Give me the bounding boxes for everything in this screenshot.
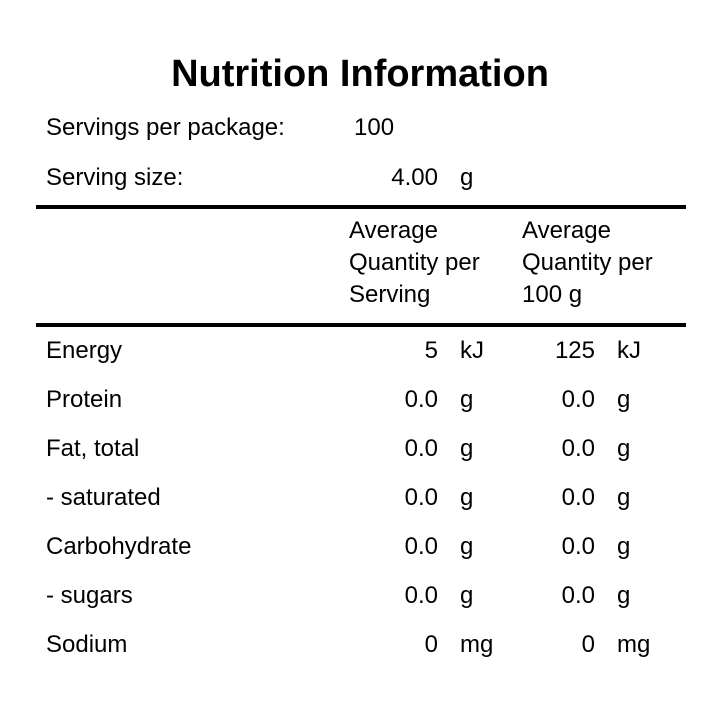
- per-100g-value: 0.0: [561, 582, 595, 609]
- header-divider: [36, 323, 686, 327]
- panel-title: Nutrition Information: [171, 53, 549, 95]
- per-100g-unit: g: [617, 386, 631, 413]
- per-serving-unit: kJ: [460, 337, 484, 364]
- per-100g-unit: mg: [617, 631, 651, 658]
- serving-size-unit: g: [460, 164, 474, 191]
- serving-size-value: 4.00: [391, 164, 438, 191]
- per-serving-value: 5: [424, 337, 438, 364]
- per-100g-value: 0.0: [561, 386, 595, 413]
- column-header-per-100g: Average Quantity per 100 g: [522, 217, 653, 308]
- per-100g-value: 0.0: [561, 484, 595, 511]
- nutrient-name: Fat, total: [46, 435, 140, 462]
- top-divider: [36, 205, 686, 209]
- per-100g-unit: g: [617, 533, 631, 560]
- per-serving-unit: g: [460, 386, 474, 413]
- per-serving-unit: mg: [460, 631, 494, 658]
- per-100g-value: 0.0: [561, 533, 595, 560]
- per-serving-value: 0.0: [404, 435, 438, 462]
- servings-per-package-label: Servings per package:: [46, 114, 285, 141]
- per-100g-value: 0: [581, 631, 595, 658]
- per-serving-unit: g: [460, 484, 474, 511]
- nutrient-name: Protein: [46, 386, 123, 413]
- column-header-per-serving: Average Quantity per Serving: [349, 217, 480, 308]
- nutrient-name: Energy: [46, 337, 123, 364]
- per-100g-unit: g: [617, 582, 631, 609]
- nutrient-name: Carbohydrate: [46, 533, 192, 560]
- serving-size-label: Serving size:: [46, 164, 184, 191]
- per-100g-unit: kJ: [617, 337, 641, 364]
- servings-per-package-value: 100: [354, 114, 395, 141]
- per-serving-value: 0: [424, 631, 438, 658]
- nutrient-name: - saturated: [46, 484, 161, 511]
- per-100g-value: 0.0: [561, 435, 595, 462]
- per-serving-value: 0.0: [404, 582, 438, 609]
- per-100g-unit: g: [617, 435, 631, 462]
- nutrient-name: Sodium: [46, 631, 128, 658]
- per-serving-unit: g: [460, 435, 474, 462]
- per-serving-unit: g: [460, 582, 474, 609]
- per-serving-value: 0.0: [404, 533, 438, 560]
- per-100g-value: 125: [554, 337, 595, 364]
- nutrient-name: - sugars: [46, 582, 133, 609]
- per-serving-value: 0.0: [404, 484, 438, 511]
- per-serving-unit: g: [460, 533, 474, 560]
- per-100g-unit: g: [617, 484, 631, 511]
- per-serving-value: 0.0: [404, 386, 438, 413]
